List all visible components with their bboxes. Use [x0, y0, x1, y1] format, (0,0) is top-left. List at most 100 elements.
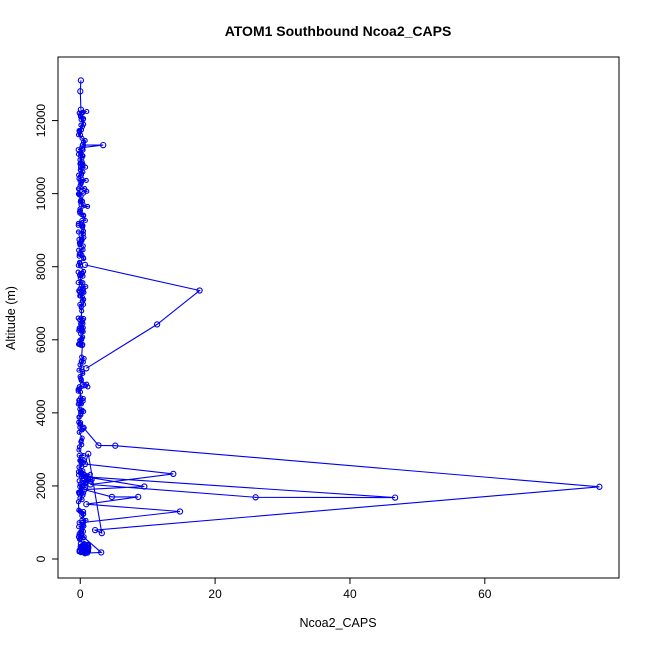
chart-title: ATOM1 Southbound Ncoa2_CAPS [225, 23, 452, 39]
data-point [85, 203, 91, 209]
data-point [75, 132, 82, 138]
data-point [77, 275, 83, 281]
data-point [75, 262, 81, 268]
data-point [75, 499, 81, 505]
data-point [78, 401, 85, 407]
data-point [79, 217, 85, 224]
x-tick-label: 60 [478, 587, 492, 601]
x-tick-label: 40 [343, 587, 357, 601]
data-point [83, 501, 90, 508]
data-point [77, 199, 83, 205]
data-point [76, 464, 82, 470]
data-point [75, 186, 81, 192]
data-point [75, 229, 81, 235]
data-point [84, 381, 90, 387]
data-point [79, 497, 85, 503]
y-tick-label: 0 [34, 555, 48, 562]
data-point [141, 483, 148, 490]
y-tick-label: 8000 [34, 253, 48, 280]
data-point [80, 359, 86, 365]
segment-top-descent-line [79, 80, 82, 110]
x-axis-label: Ncoa2_CAPS [299, 616, 376, 630]
segment-mid-spikes [81, 261, 203, 372]
segment-boundary-layer [79, 424, 603, 557]
data-point [78, 409, 84, 415]
data-point [100, 141, 107, 149]
x-tick-label: 0 [77, 587, 84, 601]
data-point [95, 442, 102, 449]
y-tick-label: 6000 [34, 326, 48, 353]
data-point [76, 444, 82, 450]
data-point [75, 279, 81, 286]
data-point [112, 442, 119, 449]
data-point [77, 106, 85, 113]
segment-top-descent [77, 77, 85, 113]
data-point [78, 421, 84, 427]
series-layer [75, 77, 603, 557]
data-point [80, 533, 87, 541]
data-point [391, 494, 399, 501]
segment-mid-spikes-line [84, 264, 201, 369]
data-point [77, 88, 84, 95]
data-point [79, 343, 85, 349]
data-point [153, 321, 161, 328]
data-point [79, 513, 85, 519]
data-point [80, 139, 87, 145]
data-point [78, 117, 84, 123]
data-point [81, 460, 89, 468]
data-point [98, 529, 105, 537]
data-point [76, 384, 82, 390]
data-point [76, 452, 82, 459]
data-point [83, 365, 90, 372]
data-point [87, 481, 94, 488]
data-point [81, 289, 87, 295]
data-point [80, 117, 86, 123]
x-axis-ticks: 0 20 40 60 [77, 578, 492, 601]
data-point [91, 526, 99, 534]
axes-layer: 0 20 40 60 0 2000 4000 6000 8000 10000 12000 [34, 104, 492, 601]
data-point [83, 177, 89, 183]
data-point [75, 401, 81, 407]
y-tick-label: 4000 [34, 399, 48, 426]
spine-series [75, 108, 95, 556]
data-point [80, 202, 86, 208]
data-point [76, 251, 82, 257]
data-point [76, 414, 82, 420]
y-tick-label: 10000 [34, 177, 48, 211]
data-point [76, 253, 82, 259]
x-tick-label: 20 [208, 587, 222, 601]
data-point [196, 287, 203, 294]
data-point [108, 493, 116, 501]
data-point [79, 141, 87, 149]
segment-boundary-layer-line [82, 427, 600, 554]
data-point [82, 473, 89, 480]
data-point [78, 439, 84, 445]
data-point [81, 550, 89, 557]
data-point [81, 256, 87, 262]
data-point [77, 273, 83, 279]
data-point [79, 144, 86, 151]
data-point [80, 424, 87, 431]
data-point [77, 389, 84, 395]
data-point [81, 486, 88, 493]
y-axis-label: Altitude (m) [4, 286, 18, 350]
data-point [77, 77, 85, 84]
data-point [81, 261, 89, 269]
data-point [80, 492, 86, 498]
data-point [76, 531, 82, 537]
data-point [76, 447, 82, 453]
data-point [135, 493, 142, 501]
data-point [80, 286, 86, 292]
segment-upper-spike-line [82, 144, 104, 149]
y-axis-ticks: 0 2000 4000 6000 8000 10000 12000 [34, 104, 58, 562]
y-tick-label: 2000 [34, 472, 48, 499]
data-point [80, 370, 86, 376]
data-point [80, 395, 86, 402]
data-point [176, 508, 184, 515]
data-point [79, 308, 85, 314]
data-point [79, 519, 87, 526]
data-point [76, 429, 82, 435]
data-point [252, 494, 259, 501]
